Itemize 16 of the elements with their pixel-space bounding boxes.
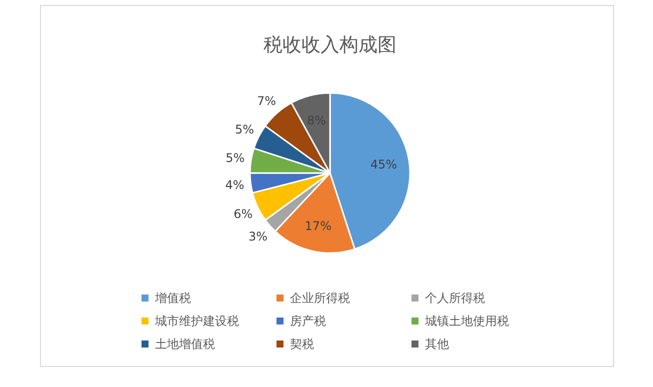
legend-label: 契税 <box>290 337 314 351</box>
data-label: 3% <box>248 229 268 244</box>
data-label: 6% <box>234 206 253 221</box>
data-label: 17% <box>304 219 332 234</box>
legend-label: 个人所得税 <box>425 291 485 305</box>
chart-title: 税收收入构成图 <box>264 34 396 56</box>
data-label: 45% <box>370 157 398 172</box>
legend-label: 其他 <box>425 337 449 351</box>
legend-label: 企业所得税 <box>290 291 350 305</box>
legend-label: 土地增值税 <box>155 337 215 351</box>
data-label: 5% <box>226 150 245 165</box>
legend-label: 增值税 <box>154 291 191 305</box>
data-label: 4% <box>225 178 244 192</box>
data-label: 5% <box>234 122 254 136</box>
legend-label: 房产税 <box>290 314 326 328</box>
data-label: 7% <box>256 94 276 108</box>
